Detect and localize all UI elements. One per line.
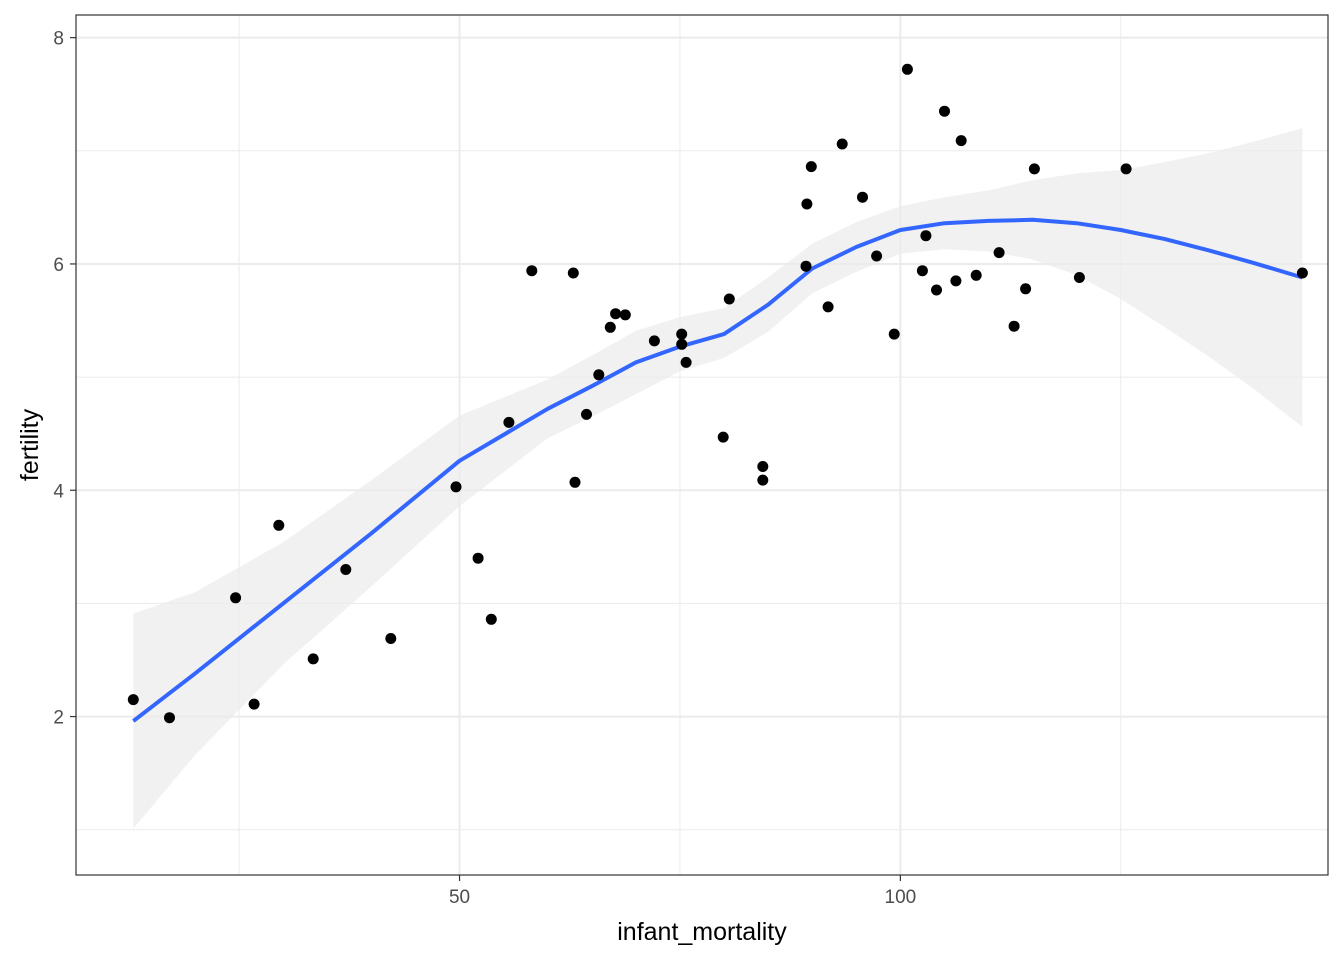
data-point xyxy=(757,461,769,472)
data-point xyxy=(1296,267,1308,279)
panel-background xyxy=(76,15,1328,875)
data-point xyxy=(676,328,688,340)
points xyxy=(127,63,1308,724)
data-point xyxy=(230,592,242,604)
data-point xyxy=(127,694,139,706)
panel-border xyxy=(75,14,1329,876)
data-point xyxy=(871,250,883,262)
data-point xyxy=(610,308,622,320)
data-point xyxy=(1028,163,1040,175)
x-tick-label: 100 xyxy=(885,887,917,908)
data-point xyxy=(472,552,484,564)
data-point xyxy=(757,474,769,486)
data-point xyxy=(857,191,868,203)
data-point xyxy=(503,416,515,428)
data-point xyxy=(567,267,579,279)
data-point xyxy=(648,335,660,347)
data-point xyxy=(569,476,581,488)
data-point xyxy=(1073,272,1085,283)
data-point xyxy=(248,698,260,710)
x-tick-label: 50 xyxy=(449,887,470,908)
data-point xyxy=(581,408,592,420)
data-point xyxy=(1120,163,1132,175)
data-point xyxy=(340,564,352,575)
data-point xyxy=(916,265,928,277)
data-point xyxy=(931,284,942,296)
data-point xyxy=(164,712,175,724)
data-point xyxy=(385,633,397,644)
data-point xyxy=(485,613,497,625)
data-point xyxy=(970,269,982,281)
data-point xyxy=(717,431,729,443)
data-point xyxy=(723,293,735,305)
data-point xyxy=(939,105,950,117)
data-point xyxy=(619,309,631,321)
data-point xyxy=(955,135,967,147)
loess-line xyxy=(132,217,1303,723)
data-point xyxy=(307,653,319,665)
data-point xyxy=(593,369,605,381)
data-point xyxy=(680,356,692,368)
data-point xyxy=(920,230,932,242)
y-tick-label: 4 xyxy=(53,481,64,502)
y-tick-label: 8 xyxy=(53,29,64,50)
axes: 50 100 2 4 6 8 xyxy=(53,29,916,908)
data-point xyxy=(604,321,616,333)
data-point xyxy=(836,138,848,150)
confidence-band xyxy=(133,128,1303,829)
y-tick-label: 2 xyxy=(53,708,64,729)
y-axis-title: fertility xyxy=(16,408,44,481)
data-point xyxy=(801,198,813,210)
data-point xyxy=(993,247,1005,259)
data-point xyxy=(888,328,900,340)
data-point xyxy=(805,161,817,173)
data-point xyxy=(526,265,538,277)
data-point xyxy=(450,481,462,493)
y-tick-label: 6 xyxy=(53,255,64,276)
data-point xyxy=(800,260,812,272)
data-point xyxy=(676,338,688,350)
data-point xyxy=(1020,283,1032,295)
x-axis-title: infant_mortality xyxy=(617,918,787,946)
data-point xyxy=(1008,320,1020,332)
confidence-band-area xyxy=(133,128,1303,829)
smooth-line xyxy=(132,217,1303,723)
data-point xyxy=(273,519,285,531)
data-point xyxy=(901,63,913,75)
data-point xyxy=(822,301,834,313)
data-point xyxy=(950,275,962,287)
grid xyxy=(76,15,1328,875)
